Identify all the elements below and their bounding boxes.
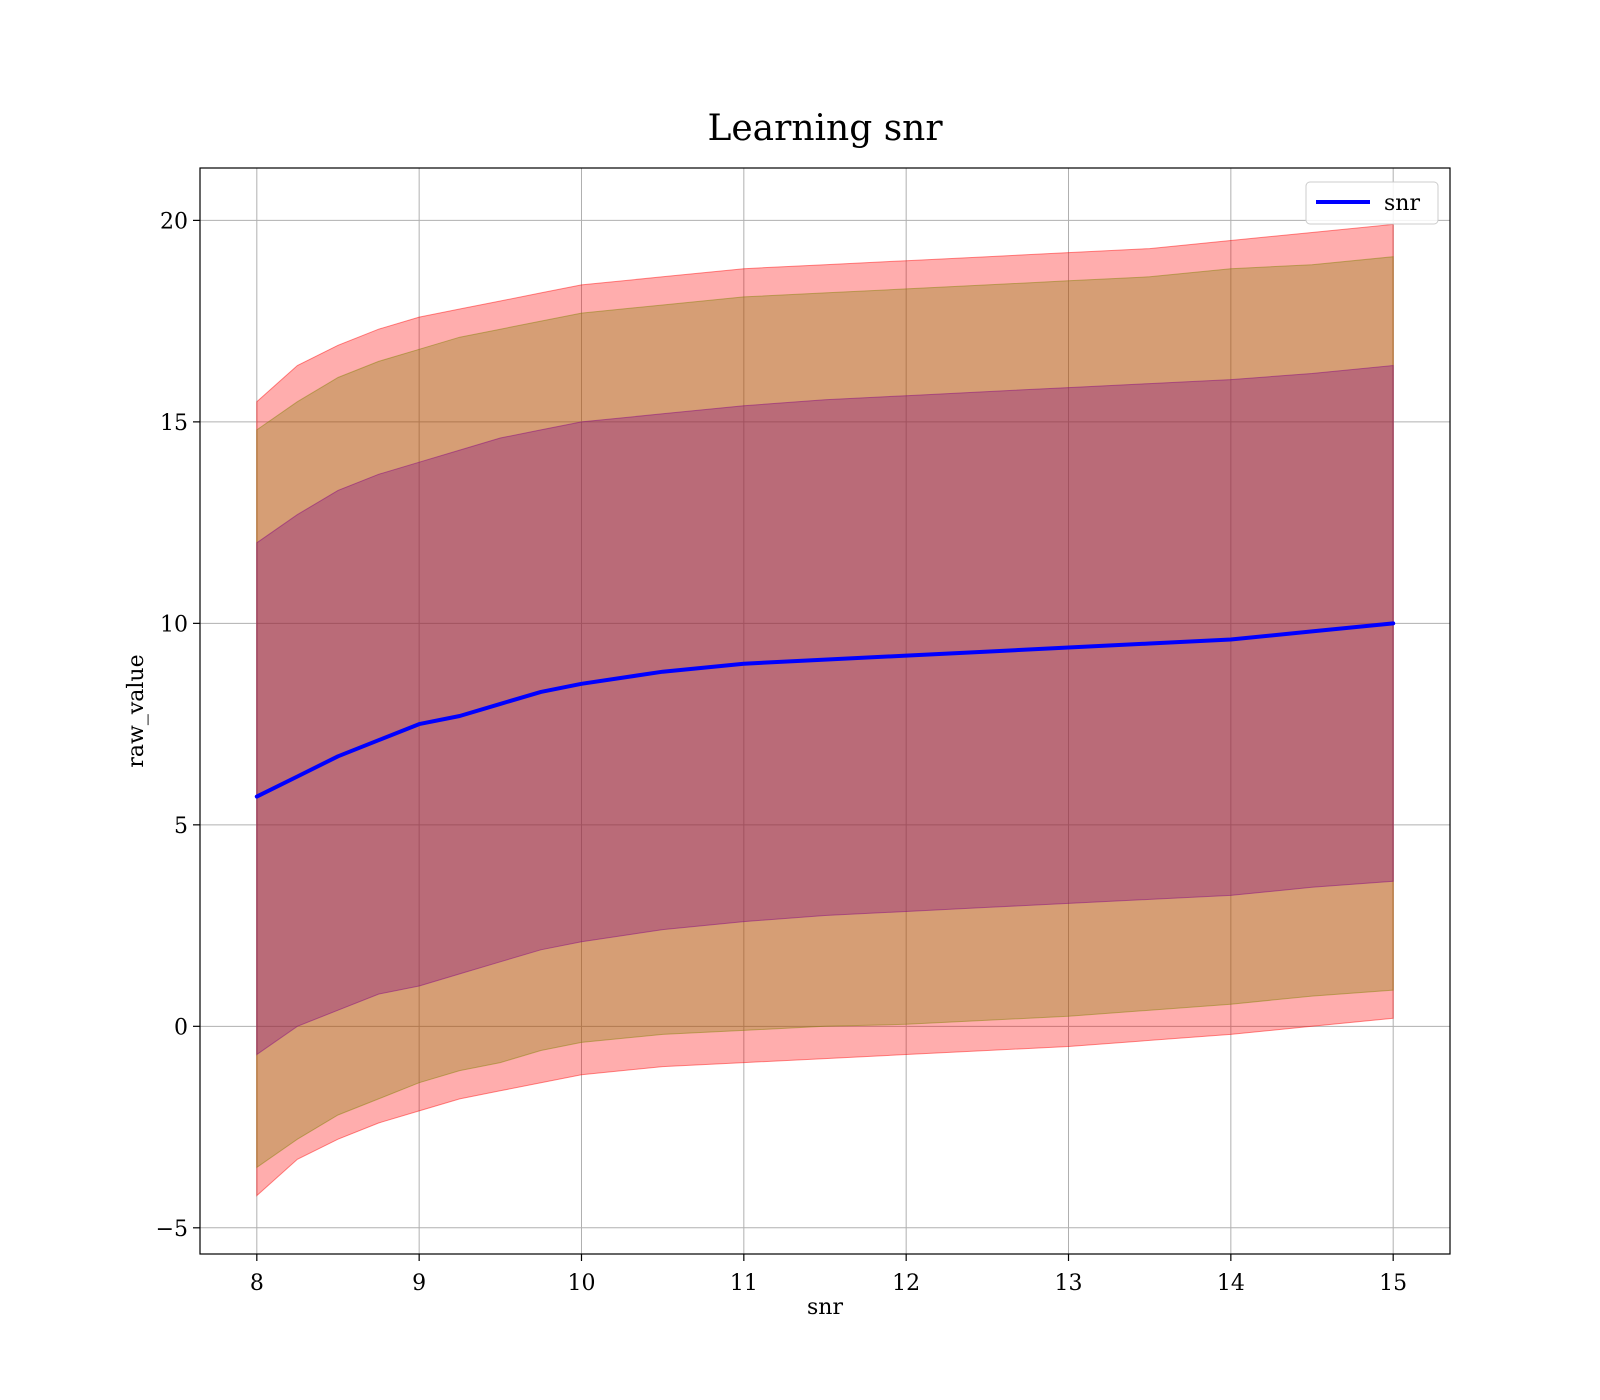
grid bbox=[200, 168, 1450, 1254]
x-tick-label: 10 bbox=[567, 1271, 595, 1296]
plot-frame bbox=[199, 167, 1451, 1255]
confidence-band bbox=[256, 223, 1394, 1197]
y-tick-label: −5 bbox=[156, 1217, 188, 1242]
x-tick-label: 15 bbox=[1379, 1271, 1407, 1296]
confidence-band bbox=[256, 256, 1394, 1169]
legend-box bbox=[1305, 181, 1439, 225]
confidence-band bbox=[256, 364, 1394, 1056]
x-tick-label: 11 bbox=[730, 1271, 758, 1296]
y-tick-label: 0 bbox=[174, 1015, 188, 1040]
legend-label-snr: snr bbox=[1384, 191, 1420, 216]
y-axis-ticks: −5 0 5 10 15 20 bbox=[156, 209, 200, 1242]
series-lines bbox=[254, 621, 1396, 799]
y-tick-label: 20 bbox=[160, 209, 188, 234]
x-tick-label: 8 bbox=[250, 1271, 264, 1296]
x-tick-label: 9 bbox=[412, 1271, 426, 1296]
chart-title: Learning snr bbox=[707, 108, 943, 149]
x-tick-label: 13 bbox=[1055, 1271, 1083, 1296]
y-tick-label: 15 bbox=[160, 411, 188, 436]
confidence-bands bbox=[256, 223, 1394, 1197]
legend: snr bbox=[1305, 181, 1439, 225]
x-axis-label: snr bbox=[807, 1295, 843, 1320]
y-axis-label: raw_value bbox=[124, 654, 149, 767]
x-tick-label: 14 bbox=[1217, 1271, 1245, 1296]
x-axis-ticks: 8 9 10 11 12 13 14 15 bbox=[250, 1254, 1407, 1296]
x-tick-label: 12 bbox=[892, 1271, 920, 1296]
y-tick-label: 5 bbox=[174, 814, 188, 839]
series-line-snr bbox=[254, 621, 1396, 799]
y-tick-label: 10 bbox=[160, 612, 188, 637]
